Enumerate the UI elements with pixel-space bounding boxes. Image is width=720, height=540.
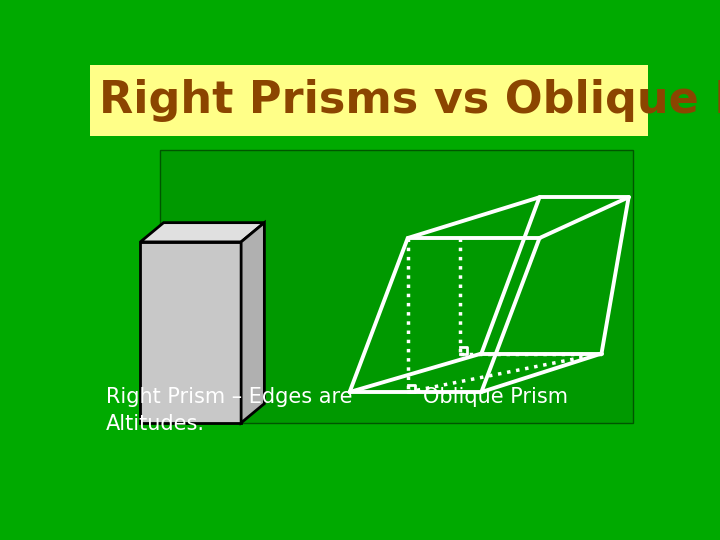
Text: Right Prisms vs Oblique Prisms: Right Prisms vs Oblique Prisms — [99, 79, 720, 122]
Polygon shape — [140, 222, 264, 242]
Text: Right Prism – Edges are: Right Prism – Edges are — [106, 388, 352, 408]
Text: Altitudes.: Altitudes. — [106, 414, 204, 434]
Bar — [160, 150, 632, 423]
Polygon shape — [241, 222, 264, 423]
Text: Oblique Prism: Oblique Prism — [423, 388, 568, 408]
Polygon shape — [140, 242, 241, 423]
Bar — [90, 65, 648, 137]
